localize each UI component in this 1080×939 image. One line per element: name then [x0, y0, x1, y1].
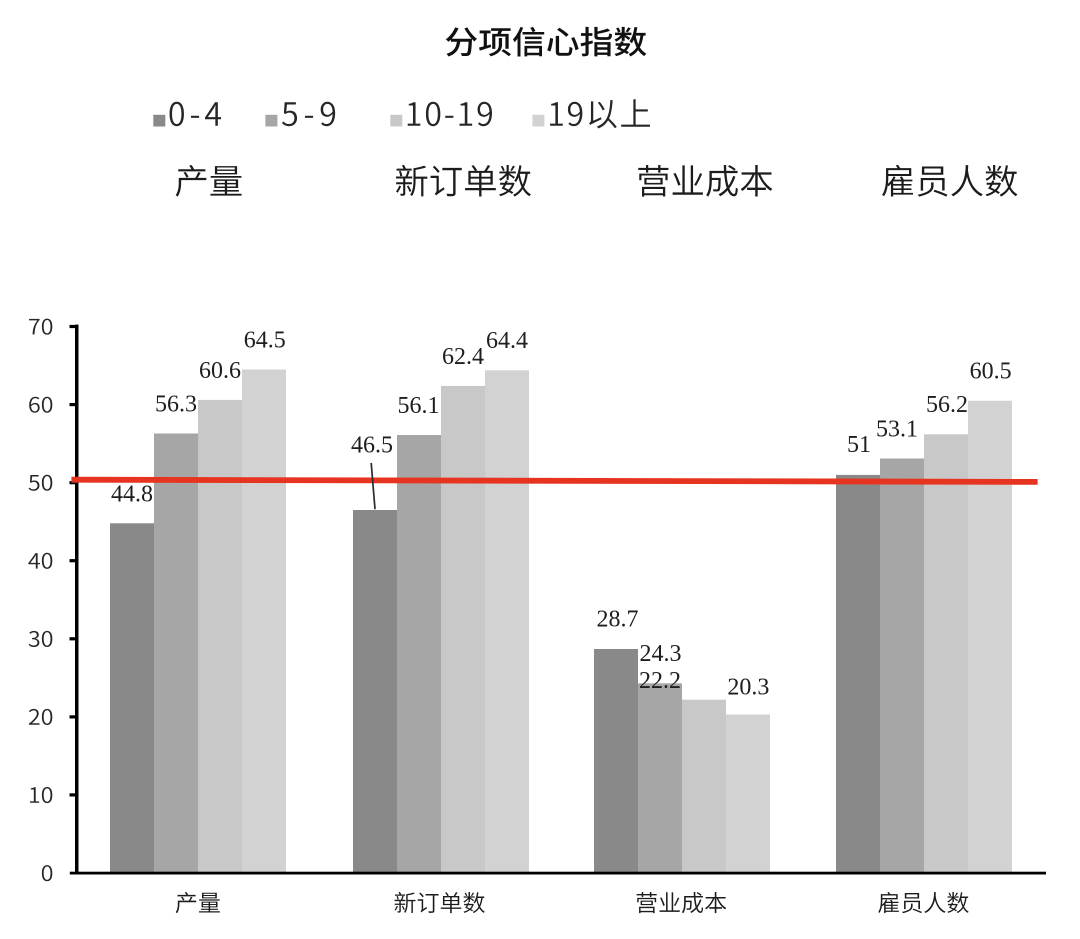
svg-text:44.8: 44.8 [111, 481, 153, 507]
svg-text:62.4: 62.4 [442, 344, 484, 370]
svg-text:56.3: 56.3 [155, 392, 197, 418]
svg-text:53.1: 53.1 [876, 417, 918, 443]
svg-text:51: 51 [847, 432, 871, 458]
svg-text:64.4: 64.4 [486, 328, 528, 354]
svg-text:24.3: 24.3 [640, 641, 682, 667]
svg-text:56.2: 56.2 [926, 392, 968, 418]
svg-text:28.7: 28.7 [597, 606, 639, 632]
svg-text:22.2: 22.2 [639, 668, 681, 694]
svg-text:20.3: 20.3 [727, 675, 769, 701]
svg-text:56.1: 56.1 [398, 393, 440, 419]
svg-text:64.5: 64.5 [244, 327, 286, 353]
svg-text:60.5: 60.5 [970, 359, 1012, 385]
svg-text:46.5: 46.5 [351, 432, 393, 458]
svg-text:60.6: 60.6 [199, 358, 241, 384]
